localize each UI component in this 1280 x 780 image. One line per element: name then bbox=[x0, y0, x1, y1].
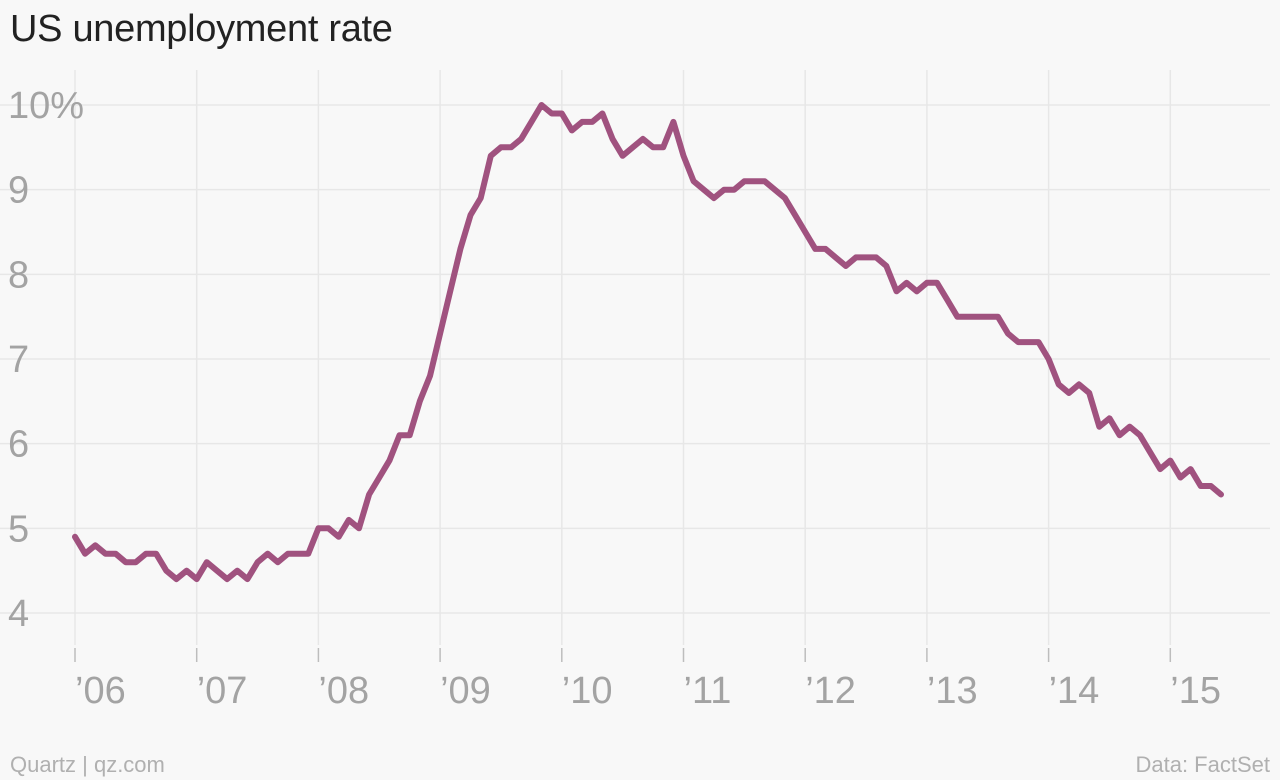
chart-title: US unemployment rate bbox=[10, 8, 393, 50]
source-credit: Quartz | qz.com bbox=[10, 752, 165, 777]
x-axis: ’06 ’07 ’08 ’09 ’10 ’11 ’12 ’13 ’14 ’15 bbox=[74, 648, 1221, 712]
y-tick-label: 4 bbox=[8, 593, 29, 635]
x-tick-label: ’15 bbox=[1170, 670, 1221, 712]
x-tick-label: ’12 bbox=[805, 670, 856, 712]
x-tick-label: ’08 bbox=[318, 670, 369, 712]
y-tick-label: 10% bbox=[8, 85, 84, 127]
x-tick-label: ’14 bbox=[1049, 670, 1100, 712]
series-layer bbox=[72, 102, 1224, 583]
x-tick-label: ’10 bbox=[562, 670, 613, 712]
y-tick-label: 6 bbox=[8, 424, 29, 466]
y-tick-label: 5 bbox=[8, 508, 29, 550]
series-line bbox=[72, 102, 1224, 583]
y-axis: 10% 9 8 7 6 5 4 bbox=[8, 85, 84, 635]
data-source: Data: FactSet bbox=[1135, 752, 1270, 777]
grid bbox=[0, 70, 1270, 645]
x-tick-label: ’06 bbox=[75, 670, 126, 712]
y-tick-label: 7 bbox=[8, 339, 29, 381]
x-tick-label: ’13 bbox=[927, 670, 978, 712]
y-tick-label: 9 bbox=[8, 170, 29, 212]
x-tick-label: ’11 bbox=[684, 670, 732, 712]
x-tick-label: ’09 bbox=[440, 670, 491, 712]
x-tick-label: ’07 bbox=[197, 670, 248, 712]
y-tick-label: 8 bbox=[8, 254, 29, 296]
